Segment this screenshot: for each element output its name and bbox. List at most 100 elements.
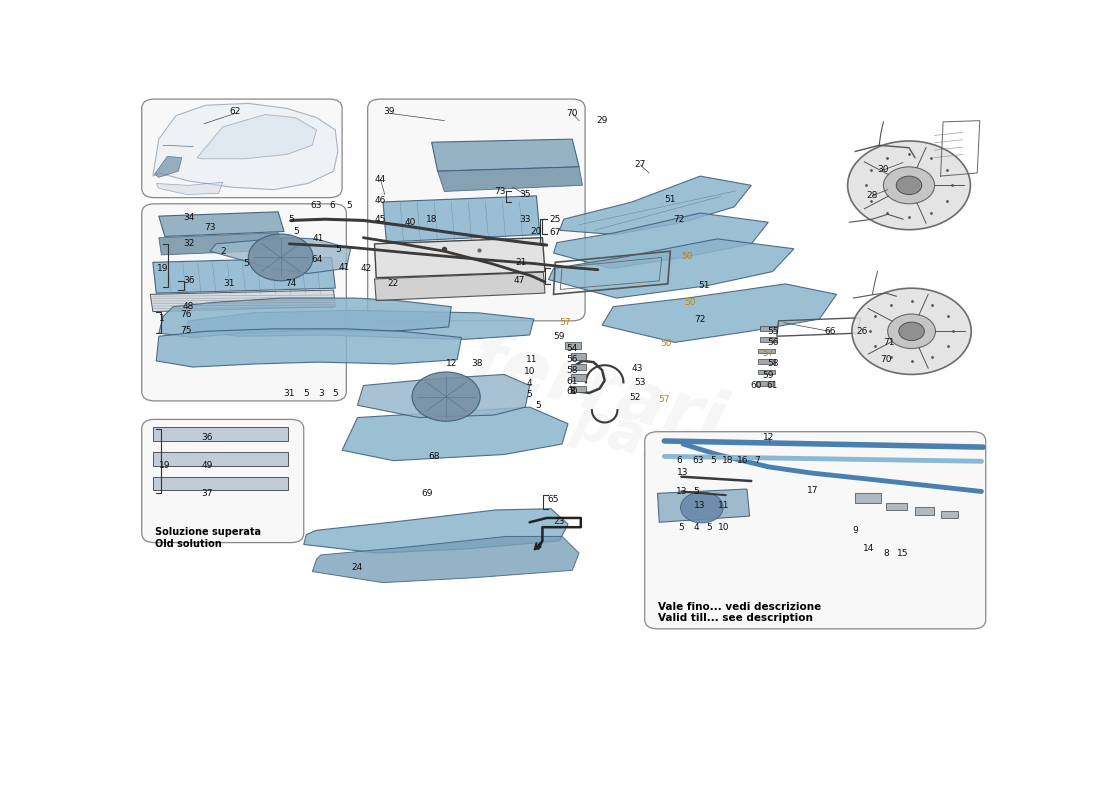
Text: 29: 29 [596,116,608,125]
Text: 57: 57 [762,349,774,358]
Text: 31: 31 [284,389,295,398]
FancyBboxPatch shape [565,342,581,349]
FancyBboxPatch shape [367,99,585,321]
Text: 16: 16 [737,456,748,465]
Text: 8: 8 [570,387,575,396]
Text: 69: 69 [421,489,433,498]
Text: 5: 5 [294,227,299,236]
Text: 56: 56 [767,338,779,347]
Text: 61: 61 [566,377,578,386]
Text: 70: 70 [566,109,578,118]
Text: 68: 68 [428,452,440,461]
Polygon shape [312,537,579,582]
Text: 5: 5 [536,401,541,410]
Text: 50: 50 [682,252,693,261]
Circle shape [888,314,935,349]
Circle shape [249,234,313,281]
Text: 38: 38 [471,359,483,369]
Text: 5: 5 [346,201,352,210]
Text: 72: 72 [694,315,706,324]
Text: 13: 13 [678,469,689,478]
Text: 37: 37 [201,489,213,498]
Text: 60: 60 [566,387,578,396]
Text: 5: 5 [679,522,684,532]
Text: 60: 60 [750,381,762,390]
Text: 33: 33 [519,214,531,224]
Text: 76: 76 [180,310,191,319]
Text: 5: 5 [244,259,250,268]
Polygon shape [374,272,544,301]
Text: 17: 17 [807,486,818,494]
Text: 36: 36 [201,434,213,442]
Circle shape [899,322,924,341]
Text: 62: 62 [230,107,241,116]
Polygon shape [156,329,462,367]
Circle shape [681,492,723,523]
Polygon shape [431,139,579,171]
FancyBboxPatch shape [153,427,287,441]
Text: 43: 43 [631,364,642,373]
Text: 74: 74 [285,279,297,288]
Text: 12: 12 [446,359,456,369]
Text: 5: 5 [304,389,309,398]
Text: 49: 49 [201,461,213,470]
Text: 63: 63 [311,201,322,210]
Text: 6: 6 [676,456,682,465]
Polygon shape [549,239,794,298]
Circle shape [883,167,935,204]
Text: 58: 58 [767,359,779,369]
FancyBboxPatch shape [142,419,304,542]
Text: 24: 24 [352,562,363,572]
Polygon shape [153,103,338,190]
Text: Soluzione superata
Old solution: Soluzione superata Old solution [154,527,261,549]
Text: 41: 41 [312,234,323,243]
Text: 3: 3 [318,389,323,398]
Polygon shape [358,374,530,418]
Text: 73: 73 [494,187,506,196]
Polygon shape [602,284,836,342]
Polygon shape [158,212,284,237]
FancyBboxPatch shape [571,364,586,370]
Text: 67: 67 [550,228,561,237]
Text: 9: 9 [852,526,858,534]
Text: 11: 11 [718,501,729,510]
Polygon shape [156,182,222,194]
Polygon shape [553,213,768,269]
Polygon shape [383,196,540,242]
Text: 40: 40 [405,218,416,226]
Polygon shape [158,233,280,255]
Polygon shape [658,489,749,522]
FancyBboxPatch shape [571,354,586,360]
Text: 23: 23 [553,517,565,526]
Text: 6: 6 [329,201,334,210]
FancyBboxPatch shape [940,510,958,518]
Text: 19: 19 [157,264,168,273]
Circle shape [412,372,481,422]
Text: 73: 73 [205,223,216,232]
Text: 28: 28 [867,191,878,200]
Circle shape [896,176,922,194]
Text: 45: 45 [375,214,386,224]
Polygon shape [151,290,336,311]
Text: 18: 18 [722,456,734,465]
Text: 7: 7 [755,456,760,465]
Text: 5: 5 [706,522,712,532]
Text: 11: 11 [526,355,537,364]
Text: ferrari: ferrari [463,325,733,458]
Text: 13: 13 [675,487,688,496]
Text: 66: 66 [824,327,836,336]
Text: 57: 57 [659,394,670,403]
FancyBboxPatch shape [856,494,881,502]
Text: 5: 5 [336,246,341,254]
Text: 61: 61 [767,381,779,390]
Text: 4: 4 [693,522,698,532]
FancyBboxPatch shape [760,338,777,342]
Text: 2: 2 [220,246,225,256]
Polygon shape [153,258,336,293]
Text: 26: 26 [857,327,868,336]
Text: 35: 35 [519,190,531,199]
Text: 55: 55 [767,327,779,336]
FancyBboxPatch shape [886,502,907,510]
Text: 47: 47 [514,276,525,286]
Text: 42: 42 [361,264,372,273]
